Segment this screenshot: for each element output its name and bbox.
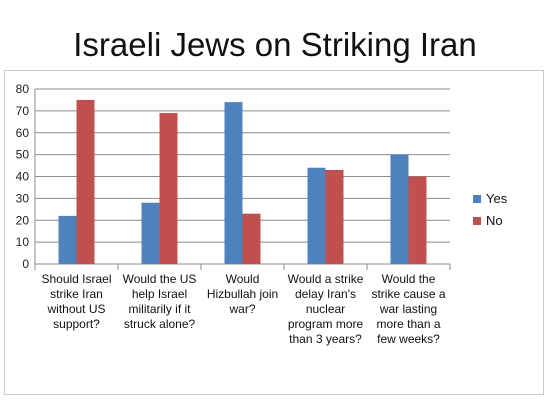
chart-title: Israeli Jews on Striking Iran (73, 26, 477, 63)
bar-no (159, 113, 178, 264)
category-label-line: Would (226, 272, 260, 286)
category-label: Would the strike cause a war lasting more t… (371, 272, 445, 346)
category-label-line: without US (46, 302, 105, 316)
bar-yes (58, 215, 77, 264)
category-label-line: Would the US (123, 272, 197, 286)
category-label-line: than 3 years? (289, 332, 362, 346)
category-label-line: nuclear (306, 302, 345, 316)
category-label-line: war lasting (379, 302, 437, 316)
bar-no (242, 213, 261, 264)
y-tick-label: 50 (16, 148, 30, 162)
bar-yes (224, 102, 243, 264)
category-label-line: more than a (376, 317, 440, 331)
category-label: Would a strike delay Iran's nuclear program… (288, 272, 364, 346)
category-label: Should Israel strike Iran without US suppor… (41, 272, 111, 331)
category-label-line: war? (228, 302, 255, 316)
bar-chart: 0 10 20 30 40 50 60 70 80 Should Israel strike Ira… (16, 82, 508, 346)
category-label: Would the US help Israel militarily if it s… (123, 272, 197, 331)
category-label-line: strike Iran (50, 287, 103, 301)
category-label-line: support? (53, 317, 100, 331)
category-label: Would Hizbullah join war? (207, 272, 278, 316)
y-tick-label: 40 (16, 170, 30, 184)
bar-no (325, 169, 344, 264)
category-label-line: few weeks? (377, 332, 440, 346)
y-tick-label: 80 (16, 82, 30, 96)
legend-label-yes: Yes (486, 191, 508, 206)
legend-label-no: No (486, 213, 503, 228)
category-label-line: struck alone? (124, 317, 196, 331)
y-tick-label: 60 (16, 126, 30, 140)
bar-yes (141, 202, 160, 264)
legend-swatch-yes (473, 195, 481, 203)
category-label-line: Hizbullah join (207, 287, 278, 301)
y-tick-label: 70 (16, 104, 30, 118)
bar-yes (307, 167, 326, 264)
chart-frame: 0 10 20 30 40 50 60 70 80 Should Israel strike Ira… (4, 70, 544, 395)
category-label-line: Should Israel (41, 272, 111, 286)
bar-yes (390, 154, 409, 264)
y-tick-label: 10 (16, 235, 30, 249)
bar-no (76, 99, 95, 264)
y-tick-label: 30 (16, 191, 30, 205)
bar-no (408, 176, 427, 264)
category-label-line: Would the (382, 272, 436, 286)
category-label-line: delay Iran's (295, 287, 356, 301)
category-label-line: strike cause a (371, 287, 445, 301)
category-label-line: Would a strike (288, 272, 364, 286)
y-tick-label: 0 (22, 257, 29, 271)
category-label-line: militarily if it (129, 302, 192, 316)
category-label-line: help Israel (132, 287, 187, 301)
y-tick-label: 20 (16, 213, 30, 227)
category-label-line: program more (288, 317, 364, 331)
legend-swatch-no (473, 217, 481, 225)
